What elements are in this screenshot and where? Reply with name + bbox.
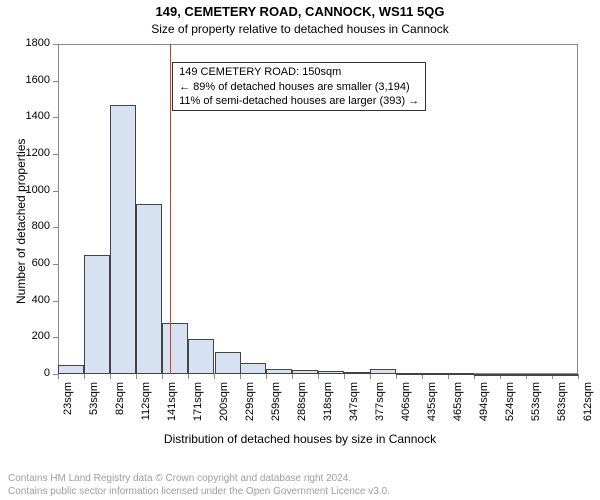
annotation-box: 149 CEMETERY ROAD: 150sqm ← 89% of detac… <box>172 62 426 111</box>
x-tick <box>84 374 85 379</box>
y-tick <box>53 117 58 118</box>
y-tick <box>53 154 58 155</box>
x-tick <box>370 374 371 379</box>
x-tick-label: 347sqm <box>348 382 360 432</box>
histogram-bar <box>448 373 474 375</box>
x-tick-label: 259sqm <box>270 382 282 432</box>
x-tick-label: 553sqm <box>530 382 542 432</box>
x-tick <box>292 374 293 379</box>
x-tick-label: 112sqm <box>140 382 152 432</box>
x-tick-label: 200sqm <box>218 382 230 432</box>
x-tick-label: 229sqm <box>244 382 256 432</box>
x-tick <box>214 374 215 379</box>
y-tick-label: 1200 <box>16 147 50 159</box>
x-tick-label: 406sqm <box>400 382 412 432</box>
x-tick-label: 288sqm <box>296 382 308 432</box>
y-tick-label: 600 <box>16 257 50 269</box>
y-tick-label: 1800 <box>16 37 50 49</box>
y-tick <box>53 227 58 228</box>
x-tick <box>318 374 319 379</box>
y-tick <box>53 301 58 302</box>
footer-line-1: Contains HM Land Registry data © Crown c… <box>8 473 390 486</box>
histogram-bar <box>215 352 241 374</box>
histogram-bar <box>318 371 344 374</box>
chart-subtitle: Size of property relative to detached ho… <box>0 22 600 36</box>
y-tick-label: 400 <box>16 294 50 306</box>
x-tick-label: 465sqm <box>452 382 464 432</box>
x-tick-label: 23sqm <box>62 382 74 432</box>
histogram-bar <box>162 323 188 374</box>
histogram-bar <box>370 369 396 375</box>
x-tick-label: 318sqm <box>322 382 334 432</box>
y-tick <box>53 264 58 265</box>
x-tick <box>266 374 267 379</box>
x-tick <box>240 374 241 379</box>
histogram-bar <box>266 369 292 375</box>
histogram-bar <box>136 204 162 375</box>
x-tick-label: 377sqm <box>374 382 386 432</box>
x-tick <box>58 374 59 379</box>
x-axis-label: Distribution of detached houses by size … <box>0 432 600 446</box>
histogram-bar <box>552 374 578 376</box>
x-tick <box>136 374 137 379</box>
histogram-bar <box>500 374 526 376</box>
y-tick-label: 800 <box>16 220 50 232</box>
chart-container: 149, CEMETERY ROAD, CANNOCK, WS11 5QG Si… <box>0 0 600 500</box>
histogram-bar <box>58 365 84 374</box>
footer-line-2: Contains public sector information licen… <box>8 486 390 499</box>
y-tick <box>53 337 58 338</box>
histogram-bar <box>188 339 214 374</box>
histogram-bar <box>474 374 500 376</box>
histogram-bar <box>526 374 552 376</box>
x-tick-label: 524sqm <box>504 382 516 432</box>
histogram-bar <box>422 373 448 375</box>
y-tick-label: 1600 <box>16 74 50 86</box>
x-tick <box>110 374 111 379</box>
x-tick <box>578 374 579 379</box>
annotation-line-1: 149 CEMETERY ROAD: 150sqm <box>179 65 419 79</box>
x-tick-label: 53sqm <box>88 382 100 432</box>
y-tick-label: 0 <box>16 367 50 379</box>
x-tick-label: 171sqm <box>192 382 204 432</box>
histogram-bar <box>292 370 318 374</box>
x-tick <box>344 374 345 379</box>
x-tick-label: 141sqm <box>166 382 178 432</box>
x-tick <box>162 374 163 379</box>
attribution-footer: Contains HM Land Registry data © Crown c… <box>8 473 390 498</box>
histogram-bar <box>110 105 136 375</box>
x-tick <box>188 374 189 379</box>
x-tick-label: 494sqm <box>478 382 490 432</box>
page-title: 149, CEMETERY ROAD, CANNOCK, WS11 5QG <box>0 4 600 19</box>
y-tick <box>53 44 58 45</box>
reference-line <box>170 44 171 374</box>
histogram-bar <box>84 255 110 374</box>
x-tick-label: 612sqm <box>582 382 594 432</box>
annotation-line-2: ← 89% of detached houses are smaller (3,… <box>179 80 419 94</box>
histogram-bar <box>344 372 370 374</box>
y-tick <box>53 81 58 82</box>
histogram-bar <box>240 363 266 374</box>
y-tick-label: 1000 <box>16 184 50 196</box>
y-tick <box>53 191 58 192</box>
x-tick-label: 435sqm <box>426 382 438 432</box>
y-tick-label: 1400 <box>16 110 50 122</box>
x-tick-label: 82sqm <box>114 382 126 432</box>
y-tick-label: 200 <box>16 330 50 342</box>
histogram-bar <box>396 373 422 375</box>
annotation-line-3: 11% of semi-detached houses are larger (… <box>179 94 419 108</box>
x-tick-label: 583sqm <box>556 382 568 432</box>
